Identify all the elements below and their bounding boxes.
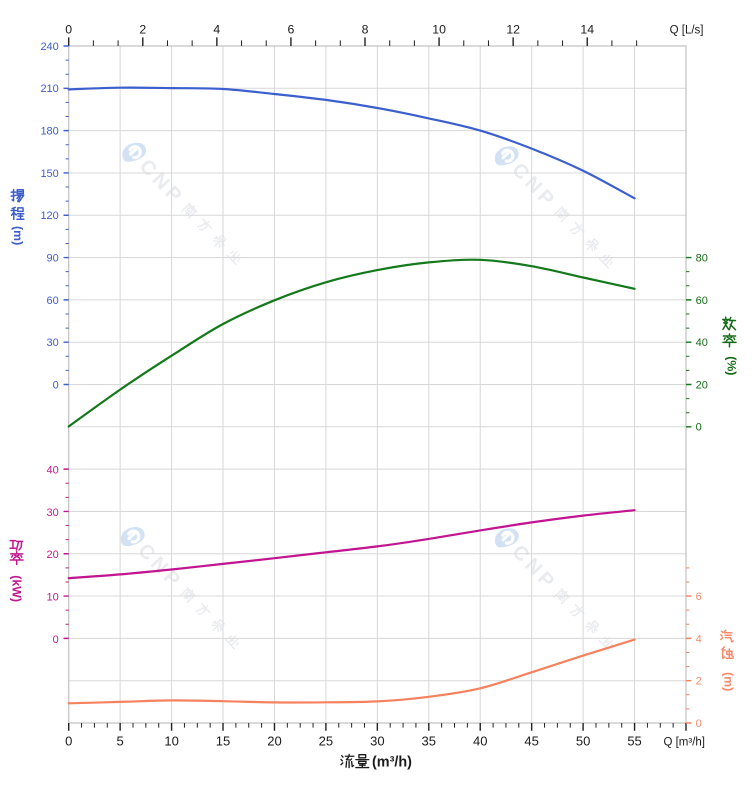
- svg-text:50: 50: [576, 734, 590, 749]
- svg-text:20: 20: [696, 379, 708, 391]
- svg-text:0: 0: [696, 422, 702, 434]
- svg-text:45: 45: [524, 734, 538, 749]
- svg-text:2: 2: [139, 23, 146, 37]
- svg-text:60: 60: [47, 295, 59, 307]
- svg-text:35: 35: [422, 734, 436, 749]
- svg-text:30: 30: [47, 507, 59, 519]
- svg-text:Q [L/s]: Q [L/s]: [670, 25, 704, 37]
- svg-text:40: 40: [696, 337, 708, 349]
- svg-text:15: 15: [216, 734, 230, 749]
- svg-text:210: 210: [40, 83, 58, 95]
- svg-text:60: 60: [696, 295, 708, 307]
- svg-text:8: 8: [362, 23, 369, 37]
- svg-text:2: 2: [696, 676, 702, 688]
- svg-text:30: 30: [47, 337, 59, 349]
- svg-text:(kW): (kW): [10, 575, 24, 602]
- svg-text:4: 4: [696, 633, 702, 645]
- svg-text:0: 0: [53, 634, 59, 646]
- svg-text:10: 10: [164, 734, 178, 749]
- svg-text:240: 240: [40, 41, 58, 53]
- svg-text:10: 10: [47, 591, 59, 603]
- svg-text:6: 6: [288, 23, 295, 37]
- svg-text:20: 20: [267, 734, 281, 749]
- svg-text:25: 25: [319, 734, 333, 749]
- svg-text:0: 0: [696, 718, 702, 730]
- svg-text:0: 0: [65, 23, 72, 37]
- svg-text:(m³/h): (m³/h): [372, 755, 412, 771]
- svg-text:40: 40: [47, 465, 59, 477]
- svg-text:90: 90: [47, 252, 59, 264]
- svg-text:Q [m³/h]: Q [m³/h]: [663, 737, 705, 749]
- svg-text:(m): (m): [721, 672, 735, 691]
- svg-text:5: 5: [117, 734, 124, 749]
- svg-text:180: 180: [40, 126, 58, 138]
- svg-text:80: 80: [696, 252, 708, 264]
- svg-text:120: 120: [40, 210, 58, 222]
- svg-text:20: 20: [47, 549, 59, 561]
- svg-text:6: 6: [696, 591, 702, 603]
- svg-text:55: 55: [627, 734, 641, 749]
- svg-text:4: 4: [213, 23, 220, 37]
- svg-text:(m): (m): [11, 226, 25, 245]
- svg-text:10: 10: [432, 23, 446, 37]
- svg-text:0: 0: [53, 379, 59, 391]
- svg-text:12: 12: [506, 23, 520, 37]
- svg-text:0: 0: [65, 734, 72, 749]
- svg-text:40: 40: [473, 734, 487, 749]
- svg-text:(%): (%): [725, 356, 739, 375]
- svg-text:14: 14: [580, 23, 594, 37]
- svg-text:30: 30: [370, 734, 384, 749]
- svg-text:150: 150: [40, 168, 58, 180]
